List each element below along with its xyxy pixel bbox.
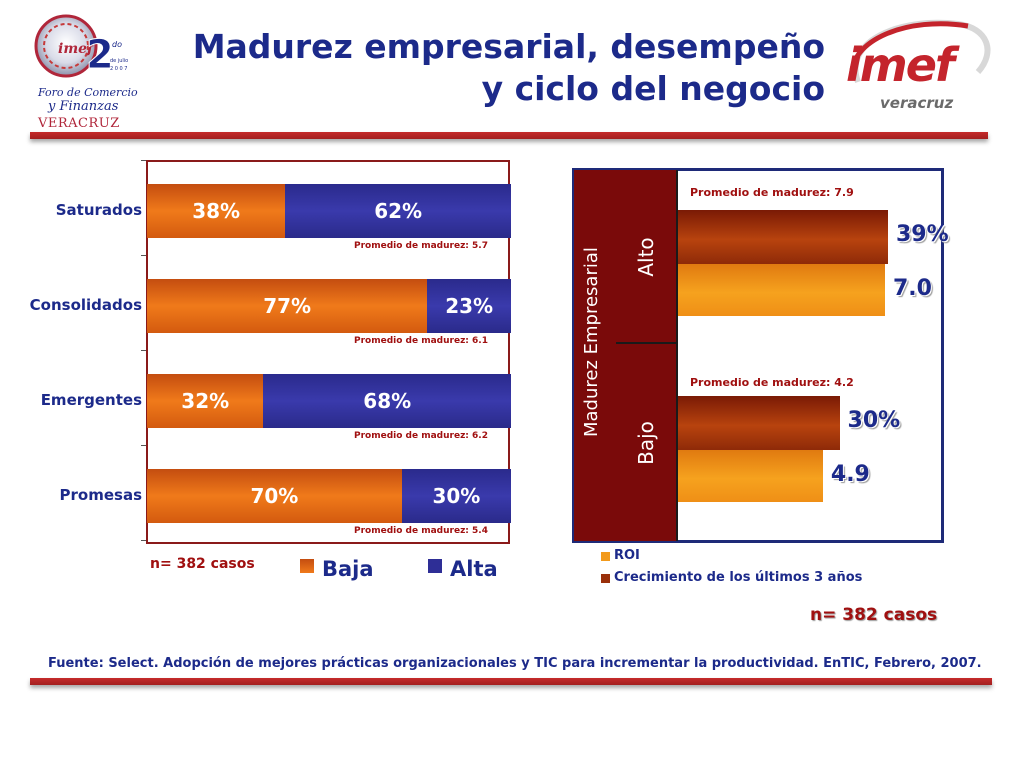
- group-cell-bajo: [616, 344, 678, 541]
- top-rule: [30, 132, 988, 139]
- axis-tick: [141, 255, 146, 256]
- foro-logo: imef 2 do de julio 2 0 0 7 Foro de Comer…: [30, 6, 142, 132]
- maturity-average-saturados: Promedio de madurez: 5.7: [354, 241, 488, 251]
- legend-swatch-growth: [601, 574, 610, 583]
- growth-value-bajo: 30%: [847, 408, 901, 433]
- logo-year: 2 0 0 7: [110, 66, 128, 72]
- data-label: 32%: [181, 389, 230, 413]
- page-title: Madurez empresarial, desempeño y ciclo d…: [150, 26, 825, 110]
- legend-swatch-roi: [601, 552, 610, 561]
- logo-city: VERACRUZ: [38, 116, 120, 131]
- bottom-rule: [30, 678, 992, 685]
- axis-tick: [141, 350, 146, 351]
- data-label: 23%: [445, 294, 494, 318]
- imef-city: veracruz: [880, 94, 954, 112]
- group-label-bajo: Bajo: [634, 421, 658, 465]
- svg-text:2: 2: [86, 32, 114, 78]
- legend-swatch-baja: [300, 559, 314, 573]
- category-label-consolidados: Consolidados: [29, 296, 142, 314]
- bar-baja-consolidados: 77%: [147, 279, 428, 333]
- maturity-average-emergentes: Promedio de madurez: 6.2: [354, 431, 488, 441]
- legend-label-baja: Baja: [322, 557, 374, 581]
- bar-roi-alto: [678, 264, 885, 316]
- sample-size-left: n= 382 casos: [150, 556, 255, 572]
- axis-tick: [141, 160, 146, 161]
- imef-brand: imef: [846, 38, 955, 92]
- svg-text:imef: imef: [58, 41, 96, 57]
- bar-alta-emergentes: 68%: [263, 374, 511, 428]
- imef-swoosh-icon: [849, 19, 991, 84]
- imef-logo: imef veracruz: [838, 12, 998, 122]
- plot-frame: [146, 160, 510, 544]
- category-label-saturados: Saturados: [55, 201, 142, 219]
- axis-title: Madurez Empresarial: [581, 247, 602, 437]
- category-label-emergentes: Emergentes: [40, 391, 142, 409]
- data-label: 30%: [432, 484, 481, 508]
- bar-alta-consolidados: 23%: [427, 279, 511, 333]
- axis-tick: [141, 445, 146, 446]
- bar-growth-bajo: [678, 396, 840, 450]
- axis-tick: [141, 540, 146, 541]
- bar-growth-alto: [678, 210, 888, 264]
- logo-forum-line1: Foro de Comercio: [38, 86, 138, 99]
- category-label-promesas: Promesas: [59, 486, 142, 504]
- title-line1: Madurez empresarial, desempeño: [192, 27, 825, 66]
- group-cell-alto: [616, 170, 678, 344]
- logo-superscript: do: [112, 40, 122, 49]
- logo-small-text: de julio: [110, 58, 129, 64]
- bar-baja-emergentes: 32%: [147, 374, 264, 428]
- maturity-average-consolidados: Promedio de madurez: 6.1: [354, 336, 488, 346]
- bar-roi-bajo: [678, 450, 823, 502]
- legend-label-growth: Crecimiento de los últimos 3 años: [614, 570, 863, 585]
- roi-value-bajo: 4.9: [830, 462, 870, 487]
- maturity-stacked-chart: n= 382 casos Baja Alta Saturados 38% 62% Pr…: [10, 158, 530, 588]
- source-footer: Fuente: Select. Adopción de mejores prác…: [48, 656, 982, 671]
- bar-baja-promesas: 70%: [147, 469, 402, 523]
- growth-value-alto: 39%: [896, 222, 949, 247]
- data-label: 70%: [250, 484, 299, 508]
- bar-alta-saturados: 62%: [285, 184, 511, 238]
- maturity-average-promesas: Promedio de madurez: 5.4: [354, 526, 488, 536]
- logo-forum-line2: y Finanzas: [48, 99, 119, 114]
- maturity-average-alto: Promedio de madurez: 7.9: [690, 186, 854, 199]
- legend-label-alta: Alta: [450, 557, 498, 581]
- bar-baja-saturados: 38%: [147, 184, 286, 238]
- data-label: 38%: [192, 199, 241, 223]
- legend-label-roi: ROI: [614, 548, 640, 563]
- data-label: 62%: [374, 199, 423, 223]
- legend-swatch-alta: [428, 559, 442, 573]
- data-label: 77%: [263, 294, 312, 318]
- maturity-average-bajo: Promedio de madurez: 4.2: [690, 376, 854, 389]
- foro-emblem-icon: imef 2: [34, 14, 114, 79]
- data-label: 68%: [363, 389, 412, 413]
- bar-alta-promesas: 30%: [401, 469, 511, 523]
- title-line2: y ciclo del negocio: [481, 69, 825, 108]
- maturity-performance-chart: Madurez Empresarial Alto Bajo Promedio d…: [572, 168, 949, 543]
- sample-size-right: n= 382 casos: [810, 605, 938, 625]
- group-label-alto: Alto: [634, 237, 658, 277]
- roi-value-alto: 7.0: [893, 276, 932, 301]
